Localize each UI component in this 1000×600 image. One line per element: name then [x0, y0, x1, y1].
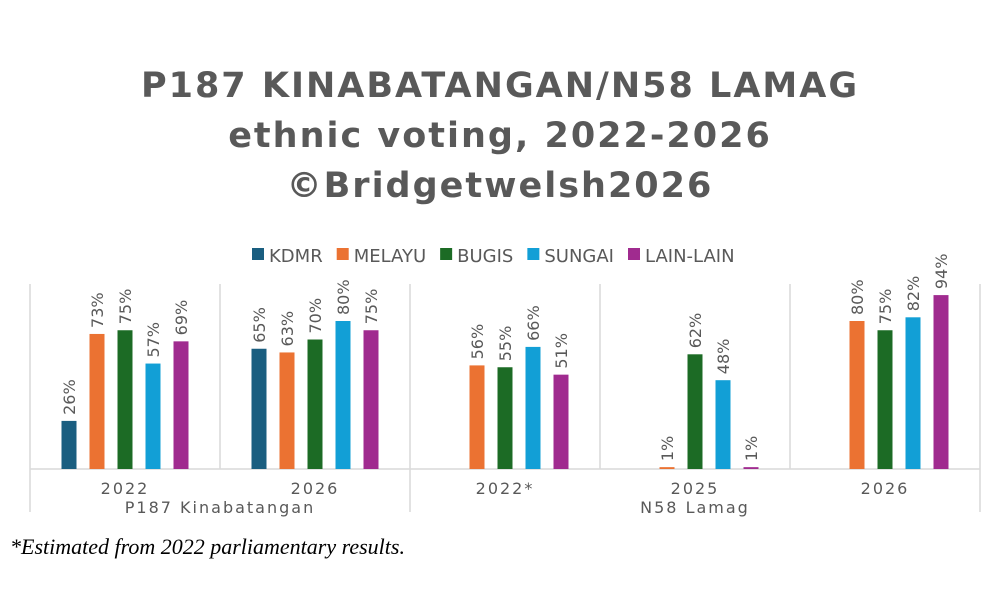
bar-bugis-2026	[877, 330, 893, 469]
legend-label-bugis: BUGIS	[457, 246, 513, 267]
bar-melayu-2026	[849, 321, 865, 469]
data-label: 57%	[144, 322, 163, 358]
bar-bugis-2022*	[497, 367, 513, 469]
data-label: 69%	[172, 300, 191, 336]
category-label: 2026	[291, 479, 340, 498]
bar-kdmr-2022	[61, 420, 77, 469]
legend-swatch-bugis	[440, 248, 453, 260]
data-label: 26%	[60, 379, 79, 415]
data-label: 1%	[658, 436, 677, 461]
bar-bugis-2022	[117, 330, 133, 469]
data-label: 63%	[278, 311, 297, 347]
bar-bugis-2026	[307, 339, 323, 469]
bar-lain-lain-2026	[933, 295, 949, 469]
bar-sungai-2026	[335, 321, 351, 469]
data-label: 80%	[848, 279, 867, 315]
data-label: 80%	[334, 279, 353, 315]
data-label: 62%	[686, 313, 705, 349]
bar-lain-lain-2025	[743, 467, 759, 469]
chart-title-line-3: ©Bridgetwelsh2026	[286, 166, 714, 206]
data-label: 75%	[362, 289, 381, 325]
data-label: 75%	[876, 289, 895, 325]
bar-sungai-2022*	[525, 346, 541, 469]
legend-swatch-melayu	[336, 248, 349, 260]
legend-label-sungai: SUNGAI	[544, 246, 614, 267]
data-label: 48%	[714, 339, 733, 375]
legend-swatch-sungai	[527, 248, 540, 260]
legend-label-kdmr: KDMR	[269, 246, 323, 267]
data-label: 55%	[496, 326, 515, 362]
footnote: *Estimated from 2022 parliamentary resul…	[10, 534, 405, 559]
bar-lain-lain-2022	[173, 341, 189, 469]
chart-title-line-2: ethnic voting, 2022-2026	[228, 116, 772, 156]
bar-melayu-2025	[659, 467, 675, 469]
region-label: P187 Kinabatangan	[125, 498, 315, 517]
bar-sungai-2025	[715, 380, 731, 469]
legend-label-lain-lain: LAIN-LAIN	[645, 246, 735, 267]
bar-melayu-2022*	[469, 365, 485, 469]
bar-melayu-2026	[279, 352, 295, 469]
data-label: 70%	[306, 298, 325, 334]
category-label: 2022*	[476, 479, 535, 498]
data-label: 94%	[932, 254, 951, 290]
data-label: 65%	[250, 307, 269, 343]
region-label: N58 Lamag	[640, 498, 750, 517]
data-label: 1%	[742, 436, 761, 461]
bar-kdmr-2026	[251, 348, 267, 469]
bar-sungai-2022	[145, 363, 161, 469]
bar-lain-lain-2026	[363, 330, 379, 469]
data-label: 56%	[468, 324, 487, 360]
bar-bugis-2025	[687, 354, 703, 469]
data-label: 75%	[116, 289, 135, 325]
bar-sungai-2026	[905, 317, 921, 469]
bar-melayu-2022	[89, 333, 105, 469]
category-label: 2025	[671, 479, 720, 498]
legend-swatch-kdmr	[252, 248, 264, 260]
chart-title-line-1: P187 KINABATANGAN/N58 LAMAG	[140, 66, 860, 106]
data-label: 66%	[524, 305, 543, 341]
bar-lain-lain-2022*	[553, 374, 569, 469]
category-label: 2026	[861, 479, 910, 498]
legend-label-melayu: MELAYU	[354, 246, 426, 267]
category-label: 2022	[101, 479, 150, 498]
data-label: 73%	[88, 292, 107, 328]
data-label: 82%	[904, 276, 923, 312]
data-label: 51%	[552, 333, 571, 369]
legend-swatch-lain-lain	[628, 248, 640, 260]
